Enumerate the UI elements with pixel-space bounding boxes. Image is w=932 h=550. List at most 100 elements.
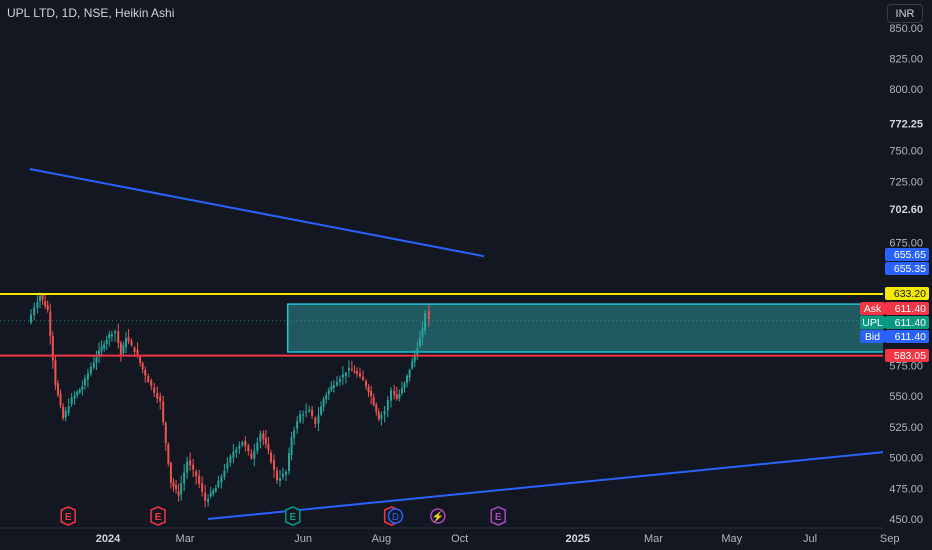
candle-body	[117, 331, 120, 343]
candle-body	[153, 387, 156, 393]
time-tick-label: Jun	[294, 533, 312, 545]
price-tag-bg	[885, 330, 929, 343]
candle-body	[162, 401, 165, 422]
earnings-icon-glyph: E	[495, 512, 502, 523]
price-tick-label: 525.00	[889, 422, 923, 434]
price-tag-bg	[885, 316, 929, 329]
earnings-icon-glyph: E	[155, 512, 162, 523]
candle-body	[122, 344, 125, 354]
candle-body	[195, 471, 198, 477]
candle-body	[127, 336, 130, 342]
candle-body	[33, 307, 36, 316]
candle-body	[408, 369, 411, 378]
earnings-icon-glyph: E	[289, 512, 296, 523]
candle-body	[418, 337, 421, 347]
candle-body	[201, 483, 204, 492]
candle-body	[76, 392, 79, 396]
earnings-icon	[285, 506, 301, 526]
time-tick-label: Aug	[372, 533, 392, 545]
price-tick-label: 800.00	[889, 84, 923, 96]
candle-body	[250, 453, 253, 459]
currency-button[interactable]: INR	[887, 4, 923, 23]
candle-body	[78, 389, 81, 393]
split-icon	[430, 508, 446, 524]
earnings-icon	[490, 506, 506, 526]
candle-body	[51, 335, 54, 361]
time-tick-label: Sep	[880, 533, 900, 545]
price-tag-value: 633.20	[894, 288, 926, 300]
candle-body	[59, 393, 62, 406]
price-tag-label: UPL	[862, 317, 883, 329]
candle-body	[144, 369, 147, 376]
earnings-icon	[150, 506, 166, 526]
price-tick-label: 500.00	[889, 453, 923, 465]
candle-body	[36, 302, 39, 308]
price-tick-label: 450.00	[889, 514, 923, 526]
candle-body	[167, 444, 170, 464]
candle-body	[67, 406, 70, 413]
dividend-icon	[387, 508, 404, 524]
candle-body	[232, 451, 235, 458]
candle-body	[92, 362, 95, 368]
time-tick-label: Mar	[176, 533, 195, 545]
candle-body	[247, 445, 250, 452]
candle-body	[70, 397, 73, 405]
price-tick-label: 575.00	[889, 361, 923, 373]
candle-body	[198, 475, 201, 485]
candle-body	[359, 373, 362, 377]
chart-title: UPL LTD, 1D, NSE, Heikin Ashi	[7, 6, 175, 20]
candle-body	[209, 492, 212, 497]
price-tag-bg	[885, 262, 929, 275]
candle-body	[212, 490, 215, 494]
candle-body	[290, 437, 293, 456]
candle-body	[238, 445, 241, 449]
candle-body	[377, 412, 380, 420]
candle-body	[49, 311, 52, 337]
candle-body	[30, 314, 33, 323]
candle-body	[284, 472, 287, 475]
candle-body	[270, 452, 273, 463]
candle-body	[175, 485, 178, 490]
price-tag-bg	[885, 287, 929, 300]
candle-body	[56, 383, 59, 395]
price-tick-label: 550.00	[889, 391, 923, 403]
candle-body	[241, 442, 244, 446]
candle-body	[302, 414, 305, 416]
candle-body	[164, 423, 167, 444]
candle-body	[327, 390, 330, 395]
candle-body	[362, 376, 365, 380]
candle-body	[189, 460, 192, 466]
candle-body	[296, 421, 299, 429]
price-tick-label: 850.00	[889, 23, 923, 35]
candle-body	[416, 348, 419, 356]
candle-body	[41, 295, 44, 300]
candle-body	[282, 473, 285, 477]
candle-body	[299, 414, 302, 422]
candle-body	[220, 476, 223, 483]
price-tag-value: 611.40	[895, 303, 926, 315]
candle-body	[223, 470, 226, 477]
candle-body	[308, 409, 311, 412]
candle-body	[95, 357, 98, 363]
candle-body	[150, 380, 153, 387]
price-tag-value: 655.65	[894, 249, 926, 261]
candle-body	[279, 478, 282, 481]
candle-body	[347, 367, 350, 371]
candle-body	[332, 384, 335, 388]
candle-body	[235, 449, 238, 453]
price-tag-value: 611.40	[895, 331, 926, 343]
ascending-trendline	[208, 450, 890, 520]
candle-body	[365, 380, 367, 387]
candle-body	[214, 488, 217, 492]
candle-body	[38, 295, 41, 302]
candle-body	[124, 338, 127, 347]
price-tag-value: 655.35	[894, 263, 926, 275]
price-tick-label: 825.00	[889, 54, 923, 66]
candle-body	[226, 462, 229, 469]
candle-body	[147, 375, 150, 382]
candle-body	[44, 301, 47, 307]
price-tag-label: Bid	[865, 331, 880, 343]
candle-body	[424, 313, 427, 331]
candle-body	[172, 482, 175, 487]
